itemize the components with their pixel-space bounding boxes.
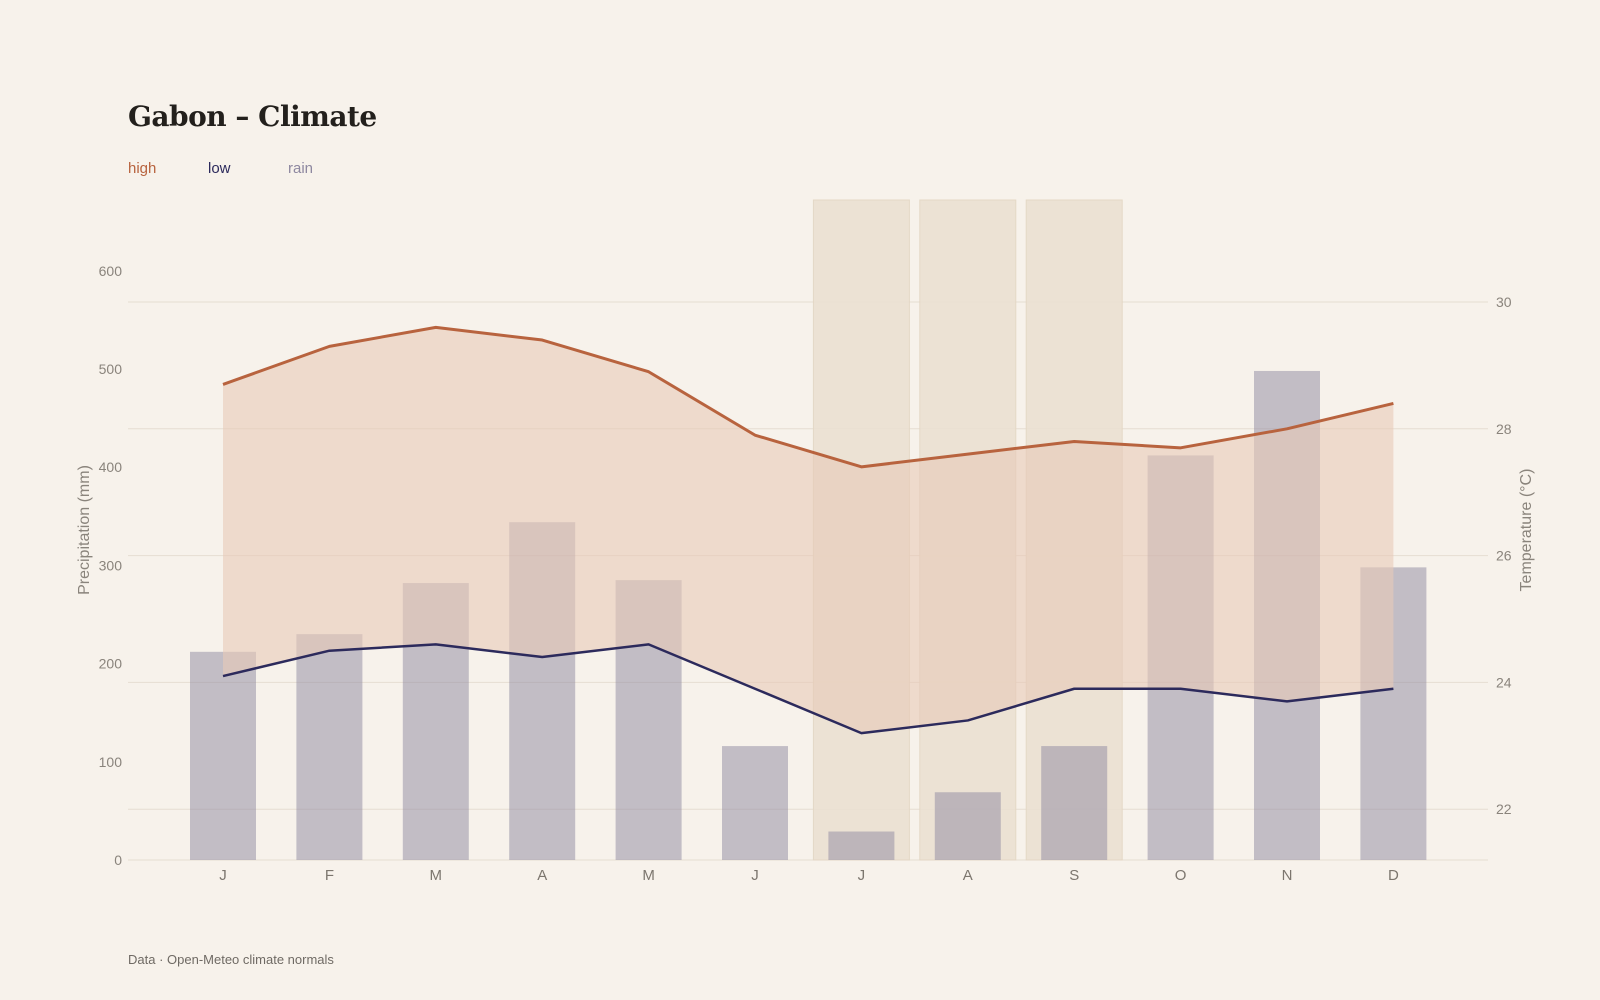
- y-right-tick-label: 24: [1496, 674, 1512, 690]
- x-tick-label: F: [325, 867, 334, 884]
- legend-rain: rain: [288, 160, 314, 177]
- legend-low: low: [208, 160, 231, 177]
- high-line: [222, 325, 1394, 469]
- x-tick-label: J: [751, 867, 759, 884]
- rain-bar: [722, 746, 788, 860]
- y-right-tick-label: 22: [1496, 801, 1512, 817]
- legend-high: high: [128, 160, 157, 177]
- y-left-tick-label: 0: [114, 852, 122, 868]
- x-tick-label: A: [537, 867, 547, 884]
- y-right-tick-label: 30: [1496, 294, 1512, 310]
- y-left-tick-label: 300: [99, 557, 123, 573]
- x-tick-label: S: [1069, 867, 1079, 884]
- y-right-axis-title: Temperature (°C): [1518, 469, 1535, 592]
- x-tick-label: A: [963, 867, 973, 884]
- y-left-tick-label: 500: [99, 361, 123, 377]
- y-left-tick-label: 200: [99, 656, 123, 672]
- y-left-tick-label: 600: [99, 263, 123, 279]
- y-left-axis-title: Precipitation (mm): [76, 465, 93, 595]
- x-tick-label: N: [1282, 867, 1293, 884]
- temperature-band: [223, 327, 1394, 734]
- low-line: [222, 643, 1394, 735]
- x-tick-label: O: [1175, 867, 1187, 884]
- legend: high low rain: [128, 160, 368, 177]
- chart-title: Gabon – Climate: [128, 100, 377, 133]
- x-tick-label: M: [430, 867, 443, 884]
- rain-bar: [828, 831, 895, 860]
- x-tick-label: J: [858, 867, 866, 884]
- rain-bar: [1041, 746, 1108, 860]
- y-left-tick-label: 400: [99, 459, 123, 475]
- y-right-tick-label: 26: [1496, 548, 1512, 564]
- x-tick-label: J: [219, 867, 227, 884]
- y-right-tick-label: 28: [1496, 421, 1512, 437]
- rain-bar: [934, 792, 1001, 860]
- x-tick-label: M: [642, 867, 655, 884]
- rain-bar: [296, 634, 363, 860]
- source-note: Data · Open-Meteo climate normals: [128, 952, 334, 967]
- rain-bar: [190, 651, 256, 860]
- y-left-tick-label: 100: [99, 754, 123, 770]
- x-tick-label: D: [1388, 867, 1399, 884]
